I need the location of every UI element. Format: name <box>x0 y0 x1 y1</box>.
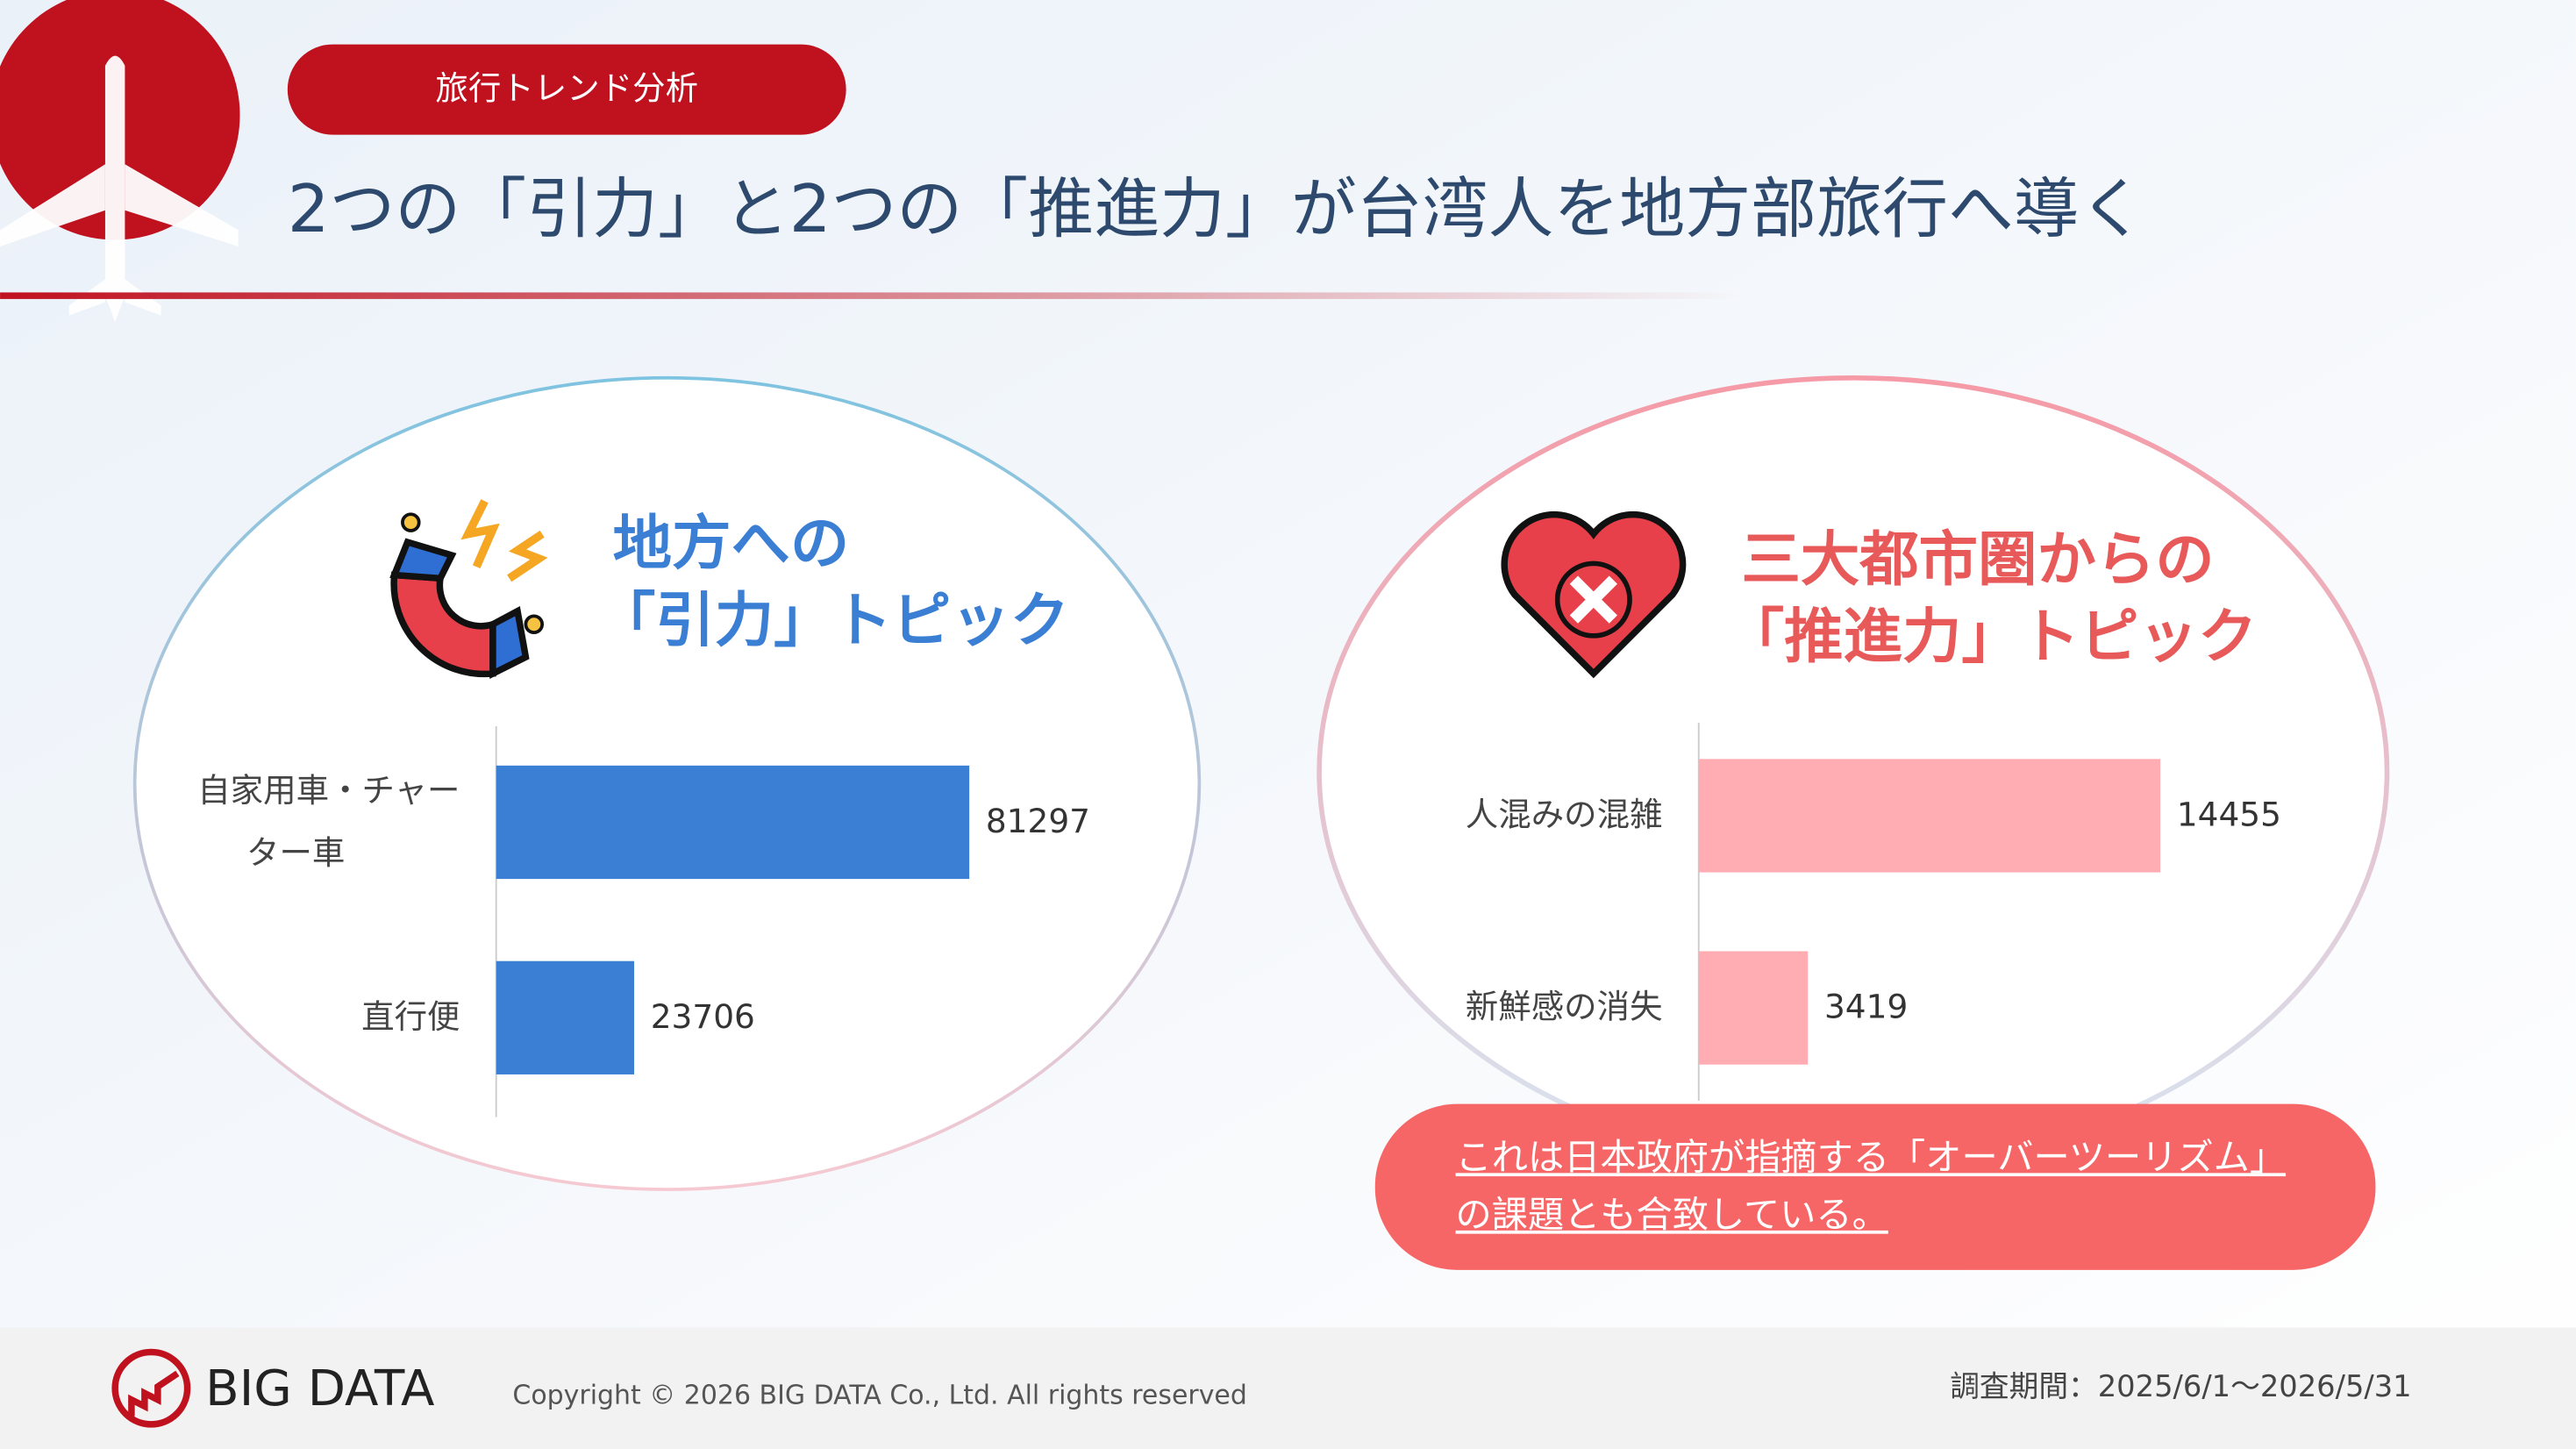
slide-title: 2つの「引力」と2つの「推進力」が台湾人を地方部旅行へ導く <box>288 170 2145 247</box>
bar <box>496 765 970 880</box>
value-label: 14455 <box>2177 795 2281 833</box>
value-label: 81297 <box>986 802 1090 840</box>
tag-text: 旅行トレンド分析 <box>435 69 698 108</box>
logo-text: BIG DATA <box>205 1360 434 1417</box>
airplane <box>0 55 239 323</box>
callout-text: これは日本政府が指摘する「オーバーツーリズム」の課題とも合致している。 <box>1455 1138 2287 1238</box>
category-label: 人混みの混雑 <box>1466 795 1663 833</box>
survey-period: 調査期間：2025/6/1～2026/5/31 <box>1950 1369 2411 1403</box>
callout-pill <box>1374 1103 2376 1270</box>
bar <box>496 960 635 1074</box>
panel-heading: 地方への <box>613 508 850 577</box>
logo-mark <box>111 1348 191 1428</box>
heart-icon <box>1501 510 1687 679</box>
value-label: 23706 <box>651 997 755 1036</box>
bar <box>1698 951 1809 1065</box>
category-label: 直行便 <box>361 997 460 1036</box>
panel-heading: 「引力」トピック <box>596 585 1069 654</box>
panel-heading: 三大都市圏からの <box>1741 525 2214 594</box>
tag-pill <box>287 44 846 135</box>
category-label: 新鮮感の消失 <box>1466 988 1663 1026</box>
title-rule <box>0 292 1742 299</box>
magnet-icon <box>389 499 548 679</box>
category-label: 自家用車・チャーター車 <box>197 770 460 871</box>
callout-box: これは日本政府が指摘する「オーバーツーリズム」の課題とも合致している。 <box>1455 1138 2287 1238</box>
value-label: 3419 <box>1824 988 1908 1026</box>
copyright: Copyright © 2026 BIG DATA Co., Ltd. All … <box>512 1381 1246 1411</box>
panel-heading: 「推進力」トピック <box>1725 602 2258 671</box>
bar <box>1698 759 2161 873</box>
footer-bar <box>0 1327 2576 1449</box>
